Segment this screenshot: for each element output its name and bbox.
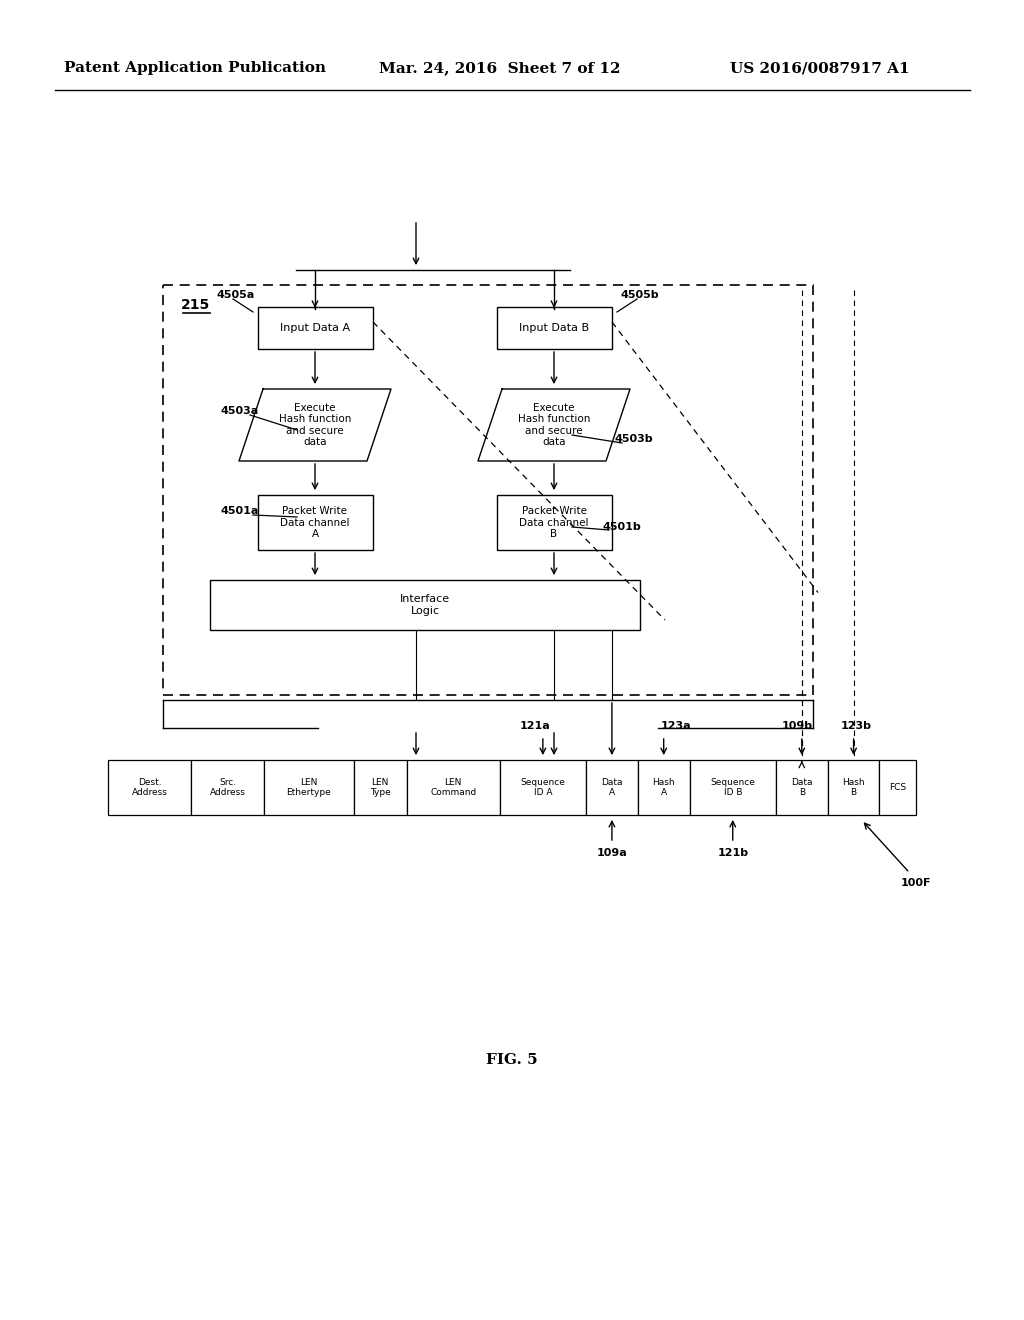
Text: Data
B: Data B	[792, 777, 813, 797]
Text: Patent Application Publication: Patent Application Publication	[63, 61, 326, 75]
Text: Src.
Address: Src. Address	[210, 777, 246, 797]
Text: Execute
Hash function
and secure
data: Execute Hash function and secure data	[279, 403, 351, 447]
Bar	[257, 495, 373, 550]
Bar	[497, 308, 612, 348]
Text: Dest.
Address: Dest. Address	[131, 777, 168, 797]
Text: LEN
Command: LEN Command	[430, 777, 476, 797]
Bar	[497, 495, 611, 550]
Bar	[264, 760, 353, 814]
Text: 100F: 100F	[900, 878, 931, 888]
Bar	[163, 285, 813, 696]
Text: 4503b: 4503b	[614, 434, 653, 444]
Text: Input Data A: Input Data A	[281, 323, 350, 333]
Text: 4505a: 4505a	[217, 290, 255, 300]
Bar	[776, 760, 827, 814]
Text: 4501a: 4501a	[221, 506, 259, 516]
Text: Data
A: Data A	[601, 777, 623, 797]
Bar	[880, 760, 916, 814]
Text: Hash
A: Hash A	[652, 777, 675, 797]
Text: US 2016/0087917 A1: US 2016/0087917 A1	[730, 61, 909, 75]
Text: 121b: 121b	[717, 847, 749, 858]
Text: LEN
Type: LEN Type	[370, 777, 390, 797]
Text: 121a: 121a	[519, 721, 550, 731]
Text: 109a: 109a	[597, 847, 628, 858]
Text: Sequence
ID B: Sequence ID B	[711, 777, 755, 797]
Text: FCS: FCS	[889, 783, 906, 792]
Bar	[108, 760, 191, 814]
Text: Sequence
ID A: Sequence ID A	[520, 777, 565, 797]
Text: Execute
Hash function
and secure
data: Execute Hash function and secure data	[518, 403, 590, 447]
Bar	[689, 760, 776, 814]
Bar	[258, 308, 373, 348]
Bar	[586, 760, 638, 814]
Bar	[827, 760, 880, 814]
Bar	[210, 579, 640, 630]
Text: 215: 215	[181, 298, 211, 312]
Text: LEN
Ethertype: LEN Ethertype	[287, 777, 331, 797]
Text: Hash
B: Hash B	[843, 777, 865, 797]
Bar	[638, 760, 689, 814]
Text: 123a: 123a	[660, 721, 691, 731]
Text: 4505b: 4505b	[621, 290, 659, 300]
Text: 4503a: 4503a	[221, 407, 259, 416]
Text: Interface
Logic: Interface Logic	[400, 594, 451, 616]
Text: 109b: 109b	[781, 721, 812, 731]
Text: FIG. 5: FIG. 5	[486, 1053, 538, 1067]
Bar	[353, 760, 407, 814]
Text: Input Data B: Input Data B	[519, 323, 590, 333]
Bar	[500, 760, 586, 814]
Bar	[407, 760, 500, 814]
Text: Packet Write
Data channel
B: Packet Write Data channel B	[519, 506, 589, 539]
Text: 123b: 123b	[841, 721, 872, 731]
Text: Mar. 24, 2016  Sheet 7 of 12: Mar. 24, 2016 Sheet 7 of 12	[379, 61, 621, 75]
Text: Packet Write
Data channel
A: Packet Write Data channel A	[281, 506, 350, 539]
Text: 4501b: 4501b	[603, 521, 641, 532]
Bar	[191, 760, 264, 814]
